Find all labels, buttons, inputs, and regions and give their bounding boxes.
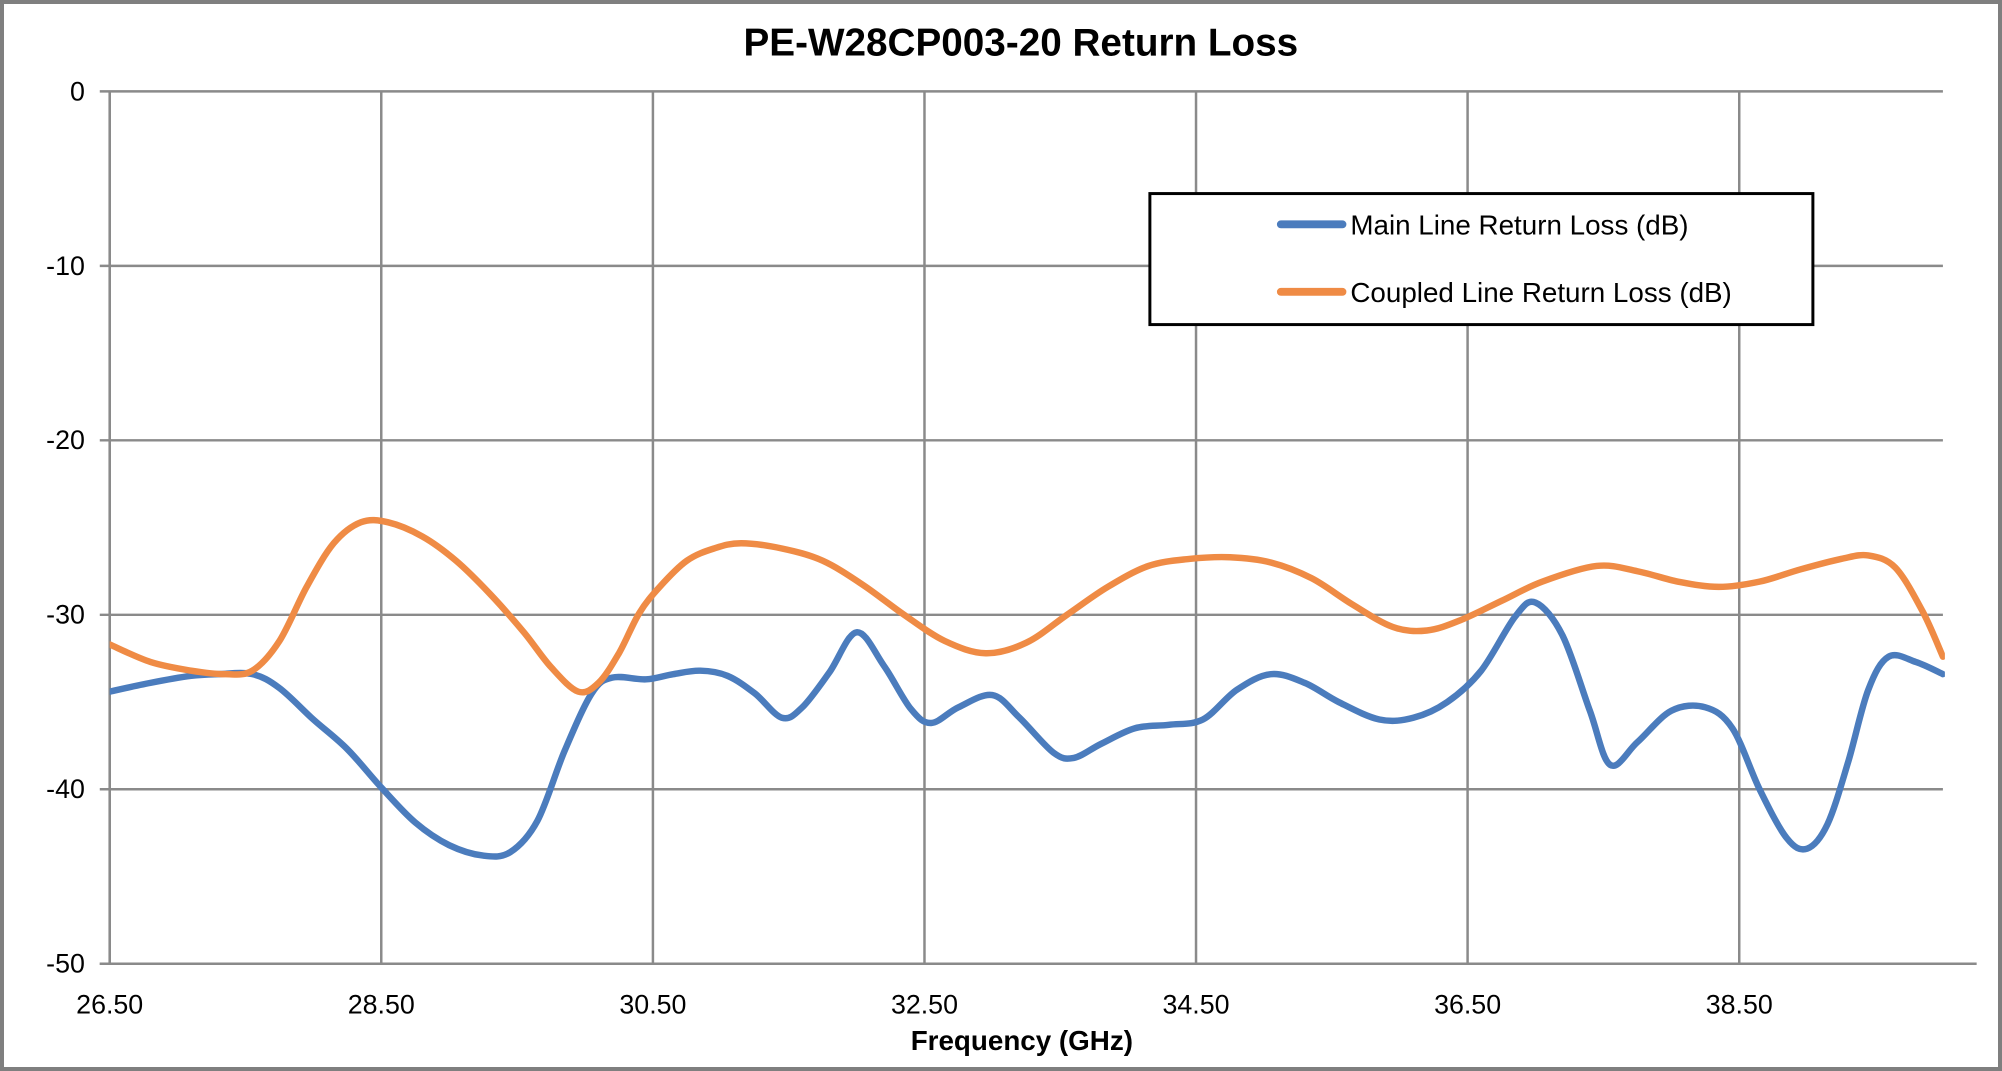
y-tick-label: -50 bbox=[46, 949, 85, 979]
x-tick-label: 32.50 bbox=[891, 989, 958, 1019]
series-curve-1 bbox=[109, 516, 1945, 696]
y-tick-label: -30 bbox=[46, 600, 85, 630]
legend-item-coupled-line: Coupled Line Return Loss (dB) bbox=[1276, 277, 1732, 308]
x-tick-label: 36.50 bbox=[1434, 989, 1501, 1019]
series-curve-0 bbox=[109, 598, 1945, 860]
legend-label-coupled-line: Coupled Line Return Loss (dB) bbox=[1350, 277, 1731, 308]
legend: Main Line Return Loss (dB) Coupled Line … bbox=[1148, 192, 1815, 327]
x-tick-label: 34.50 bbox=[1163, 989, 1230, 1019]
tick-labels: 0 -10 -20 -30 -40 -50 26.50 28.50 30.50 32.50 34.5… bbox=[46, 76, 1773, 1019]
legend-box bbox=[1148, 192, 1815, 327]
x-tick-label: 26.50 bbox=[76, 989, 143, 1019]
chart-title: PE-W28CP003-20 Return Loss bbox=[743, 22, 1298, 65]
y-tick-label: -40 bbox=[46, 774, 85, 804]
legend-item-main-line: Main Line Return Loss (dB) bbox=[1276, 209, 1689, 240]
x-tick-label: 28.50 bbox=[348, 989, 415, 1019]
axes bbox=[99, 91, 1977, 966]
legend-label-main-line: Main Line Return Loss (dB) bbox=[1350, 209, 1688, 240]
y-tick-label: -20 bbox=[46, 425, 85, 455]
return-loss-chart: 0 -10 -20 -30 -40 -50 26.50 28.50 30.50 32.50 34.5… bbox=[46, 22, 1977, 1056]
y-tick-label: 0 bbox=[70, 76, 85, 106]
data-series bbox=[109, 516, 1945, 860]
y-tick-label: -10 bbox=[46, 251, 85, 281]
x-tick-label: 38.50 bbox=[1706, 989, 1773, 1019]
x-axis-title: Frequency (GHz) bbox=[911, 1025, 1133, 1056]
x-tick-label: 30.50 bbox=[619, 989, 686, 1019]
